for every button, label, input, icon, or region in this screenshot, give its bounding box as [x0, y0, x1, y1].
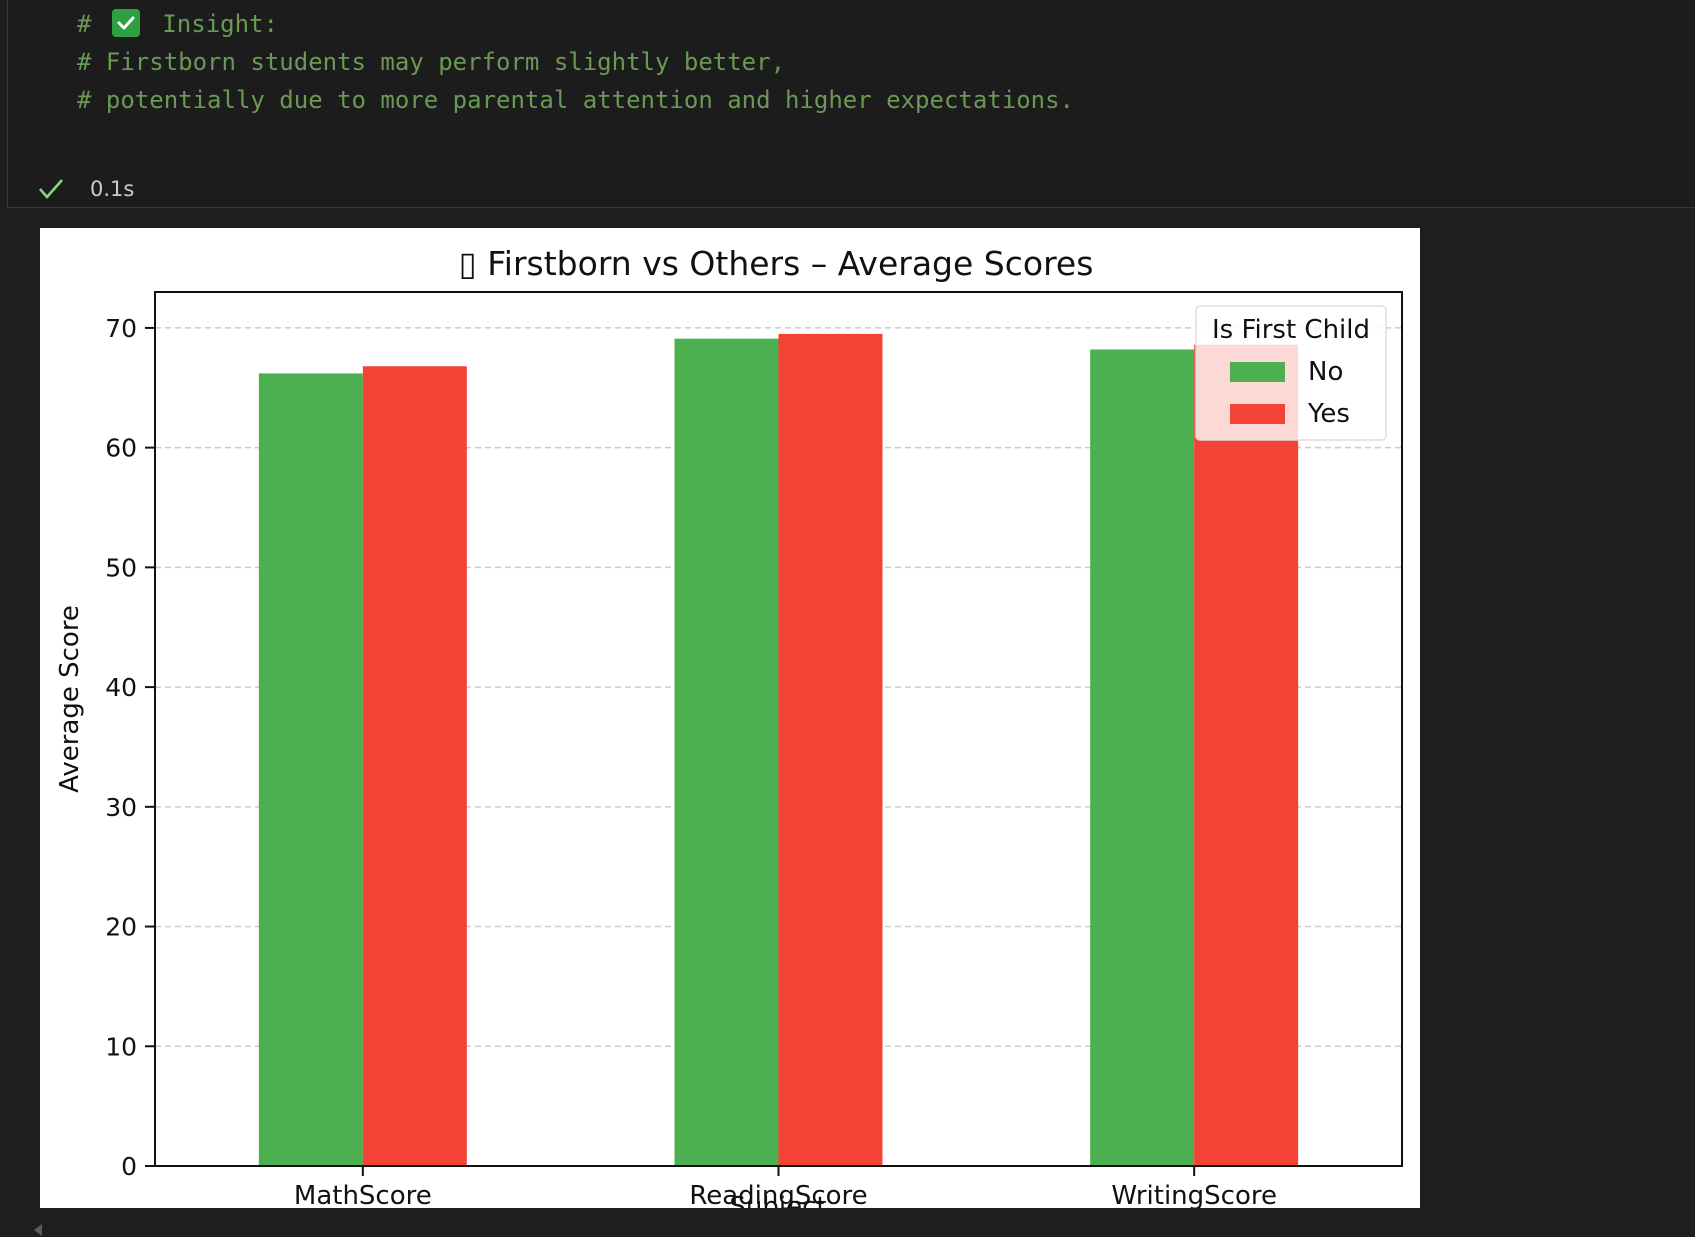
legend-swatch-yes	[1230, 404, 1285, 424]
y-tick-label: 60	[105, 434, 137, 463]
legend-label-yes: Yes	[1307, 399, 1350, 429]
y-tick-label: 0	[121, 1152, 137, 1181]
bar-readingscore-yes	[778, 333, 883, 1166]
y-tick-label: 20	[105, 913, 137, 942]
legend-title: Is First Child	[1212, 315, 1370, 345]
y-tick-label: 40	[105, 673, 137, 702]
bar-readingscore-no	[674, 338, 779, 1167]
bar-writingscore-no	[1090, 349, 1195, 1166]
legend-label-no: No	[1308, 357, 1343, 387]
y-axis-label: Average Score	[55, 605, 85, 793]
legend: Is First Child No Yes	[1195, 305, 1387, 441]
execution-time: 0.1s	[90, 177, 135, 201]
success-check-icon	[39, 179, 63, 199]
comment-hash: #	[77, 10, 106, 38]
x-axis-label: Subject	[729, 1192, 826, 1208]
y-tick-label: 30	[105, 793, 137, 822]
code-cell[interactable]: # Insight: # Firstborn students may perf…	[7, 0, 1695, 208]
code-line-3[interactable]: # potentially due to more parental atten…	[77, 86, 1074, 114]
code-line-1[interactable]: # Insight:	[77, 9, 278, 39]
execution-status: 0.1s	[38, 174, 134, 204]
cell-output: ▯ Firstborn vs Others – Average Scores 0…	[40, 228, 1420, 1208]
bar-chart: ▯ Firstborn vs Others – Average Scores 0…	[55, 244, 1403, 1208]
bar-mathscore-yes	[362, 366, 467, 1167]
code-line-2[interactable]: # Firstborn students may perform slightl…	[77, 48, 786, 76]
insight-label: Insight:	[147, 10, 278, 38]
x-tick-label: WritingScore	[1111, 1181, 1277, 1208]
y-tick-label: 10	[105, 1032, 137, 1061]
chart-title: ▯ Firstborn vs Others – Average Scores	[459, 244, 1094, 283]
x-tick-label: ReadingScore	[689, 1181, 867, 1208]
legend-swatch-no	[1230, 362, 1285, 382]
y-tick-label: 50	[105, 553, 137, 582]
bar-mathscore-no	[258, 373, 363, 1166]
bar-writingscore-yes	[1194, 344, 1299, 1166]
x-tick-label: MathScore	[294, 1181, 432, 1208]
scroll-left-arrow-icon[interactable]	[34, 1224, 42, 1236]
check-mark-icon	[111, 9, 140, 37]
y-tick-label: 70	[105, 314, 137, 343]
